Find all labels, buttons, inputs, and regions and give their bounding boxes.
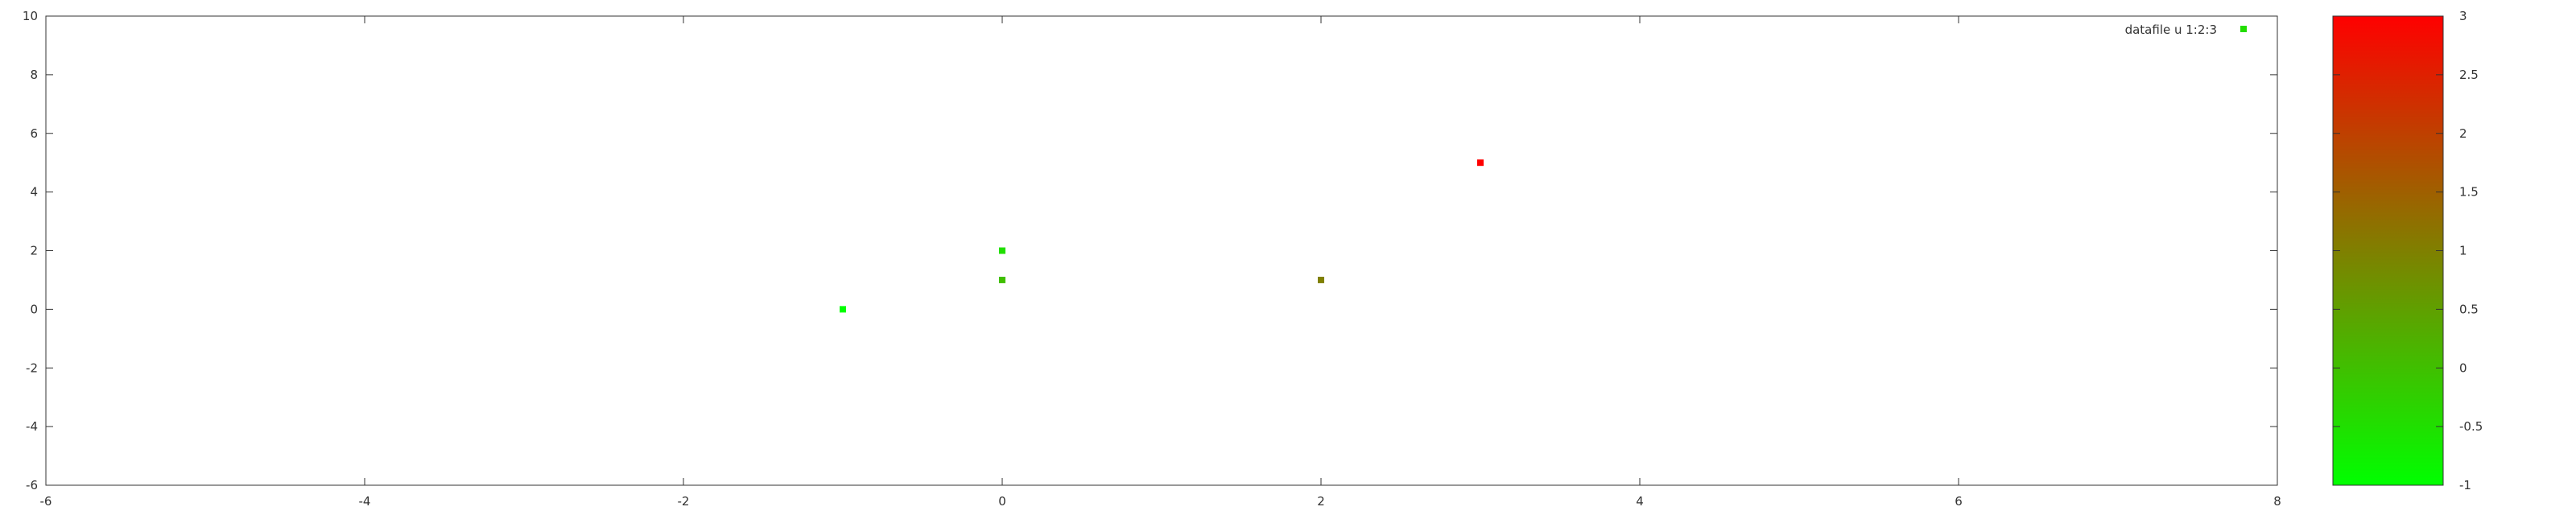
y-tick-label: 10 bbox=[23, 9, 38, 23]
y-tick-label: 2 bbox=[30, 244, 38, 258]
colorbar-tick-label: 2 bbox=[2459, 126, 2467, 141]
y-tick-label: 6 bbox=[30, 126, 38, 141]
data-point bbox=[1318, 276, 1324, 283]
colorbar-tick-label: 0 bbox=[2459, 360, 2467, 375]
x-tick-label: 6 bbox=[1955, 494, 1963, 509]
x-tick-label: 0 bbox=[998, 494, 1006, 509]
y-tick-label: 4 bbox=[30, 185, 38, 200]
x-tick-label: 4 bbox=[1636, 494, 1644, 509]
colorbar-tick-label: 0.5 bbox=[2459, 302, 2479, 316]
legend-marker bbox=[2240, 26, 2247, 32]
y-tick-label: -2 bbox=[26, 360, 38, 375]
data-point bbox=[840, 306, 846, 313]
data-point bbox=[1477, 159, 1484, 167]
y-tick-label: 0 bbox=[30, 302, 38, 316]
colorbar-box bbox=[2332, 15, 2444, 486]
x-tick-label: -4 bbox=[359, 494, 371, 509]
data-point bbox=[999, 276, 1005, 283]
colorbar-tick-label: 2.5 bbox=[2459, 68, 2479, 82]
colorbar-tick-label: 3 bbox=[2459, 9, 2467, 23]
colorbar-tick-label: -1 bbox=[2459, 478, 2471, 492]
x-tick-label: -6 bbox=[40, 494, 52, 509]
plot-border bbox=[45, 15, 2278, 486]
y-tick-label: -4 bbox=[26, 419, 38, 434]
legend: datafile u 1:2:3 bbox=[2125, 23, 2247, 37]
y-tick-label: 8 bbox=[30, 68, 38, 82]
x-tick-label: -2 bbox=[678, 494, 690, 509]
colorbar-tick-label: 1.5 bbox=[2459, 185, 2479, 200]
y-tick-label: -6 bbox=[26, 478, 38, 492]
x-tick-label: 8 bbox=[2273, 494, 2281, 509]
plot-area: -6 -4 -2 0 2 4 6 8 -6 -4 -2 0 2 4 6 8 10 bbox=[23, 9, 2281, 509]
colorbar-tick-label: -0.5 bbox=[2459, 419, 2483, 434]
colorbar-tick-label: 1 bbox=[2459, 244, 2467, 258]
legend-label: datafile u 1:2:3 bbox=[2125, 23, 2217, 37]
data-point bbox=[999, 247, 1005, 254]
x-tick-label: 2 bbox=[1317, 494, 1325, 509]
colorbar: -1 -0.5 0 0.5 1 1.5 2 2.5 3 bbox=[2332, 9, 2483, 492]
